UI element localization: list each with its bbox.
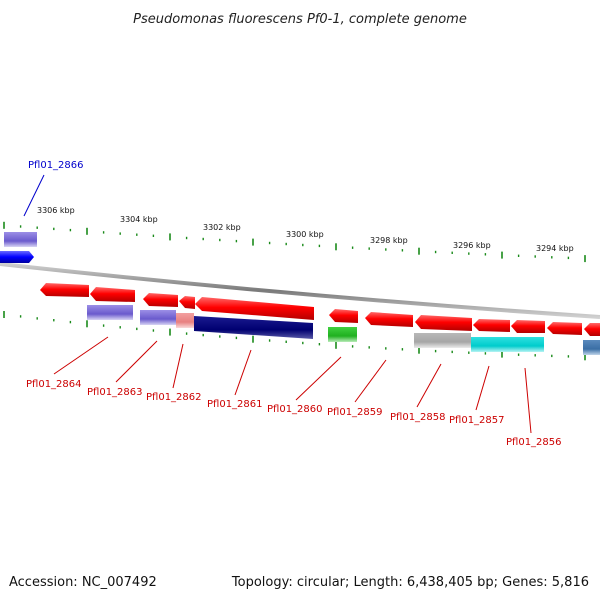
gene-label-2858[interactable]: Pfl01_2858 — [390, 412, 446, 423]
feature-block-2863[interactable] — [140, 310, 176, 325]
gene-arrow-2863[interactable] — [90, 287, 135, 302]
leader-line-2857 — [475, 365, 490, 411]
feature-block-2864[interactable] — [87, 305, 133, 320]
map-title: Pseudomonas fluorescens Pf0-1, complete … — [133, 12, 467, 27]
outer-track — [0, 232, 37, 263]
gene-arrow-2862b[interactable] — [179, 296, 195, 309]
leader-line-2860 — [295, 356, 342, 401]
gene-arrow-2858[interactable] — [415, 315, 472, 331]
feature-block-2860[interactable] — [328, 327, 357, 342]
gene-label-2860[interactable]: Pfl01_2860 — [267, 404, 323, 415]
gene-label-2861[interactable]: Pfl01_2861 — [207, 399, 263, 410]
gene-label-2866[interactable]: Pfl01_2866 — [28, 160, 84, 171]
inner-tick-marks — [3, 311, 586, 361]
gene-arrow-2864[interactable] — [40, 283, 89, 297]
feature-block-track — [87, 305, 600, 355]
feature-block-2866[interactable] — [4, 232, 37, 247]
feature-arrow-2866-strand[interactable] — [0, 251, 34, 263]
gene-arrow-2860[interactable] — [329, 309, 358, 323]
leader-line-2862 — [172, 343, 184, 389]
leader-line-2856 — [524, 367, 532, 434]
gene-label-2863[interactable]: Pfl01_2863 — [87, 387, 143, 398]
gene-arrow-2861[interactable] — [195, 297, 314, 320]
gene-label-2859[interactable]: Pfl01_2859 — [327, 407, 383, 418]
feature-block-2862[interactable] — [176, 313, 194, 328]
gene-label-2862[interactable]: Pfl01_2862 — [146, 392, 202, 403]
genome-backbone — [0, 262, 600, 319]
leader-line-2864 — [53, 336, 109, 375]
feature-block-extra[interactable] — [583, 340, 600, 355]
axis-label-3294: 3294 kbp — [536, 244, 574, 253]
feature-block-2858[interactable] — [414, 333, 471, 348]
gene-arrow-track — [40, 283, 600, 336]
gene-arrow-extra-2[interactable] — [584, 323, 600, 336]
gene-arrow-extra-1[interactable] — [547, 322, 582, 335]
leader-line-2861 — [234, 349, 252, 396]
feature-block-2861[interactable] — [194, 316, 313, 339]
leader-line-2859 — [354, 359, 387, 403]
gene-label-2856[interactable]: Pfl01_2856 — [506, 437, 562, 448]
leader-line-2863 — [115, 340, 158, 383]
gene-arrow-2856[interactable] — [511, 320, 545, 333]
feature-block-2857[interactable] — [471, 337, 544, 352]
gene-labels: Pfl01_2866 Pfl01_2864 Pfl01_2863 Pfl01_2… — [26, 160, 562, 448]
axis-label-3300: 3300 kbp — [286, 230, 324, 239]
gene-label-2857[interactable]: Pfl01_2857 — [449, 415, 505, 426]
axis-labels: 3306 kbp 3304 kbp 3302 kbp 3300 kbp 3298… — [37, 206, 574, 253]
leader-line-2866 — [23, 174, 45, 217]
genome-summary-text: Topology: circular; Length: 6,438,405 bp… — [231, 575, 589, 590]
axis-label-3298: 3298 kbp — [370, 236, 408, 245]
axis-label-3296: 3296 kbp — [453, 241, 491, 250]
axis-label-3306: 3306 kbp — [37, 206, 75, 215]
gene-arrow-2859[interactable] — [365, 312, 413, 327]
axis-label-3304: 3304 kbp — [120, 215, 158, 224]
axis-label-3302: 3302 kbp — [203, 223, 241, 232]
gene-arrow-2857[interactable] — [473, 319, 510, 332]
outer-tick-marks — [3, 221, 586, 263]
leader-line-2858 — [416, 363, 442, 408]
gene-label-2864[interactable]: Pfl01_2864 — [26, 379, 82, 390]
accession-text: Accession: NC_007492 — [9, 575, 157, 590]
gene-arrow-2862[interactable] — [143, 293, 178, 307]
leader-lines — [23, 174, 532, 434]
